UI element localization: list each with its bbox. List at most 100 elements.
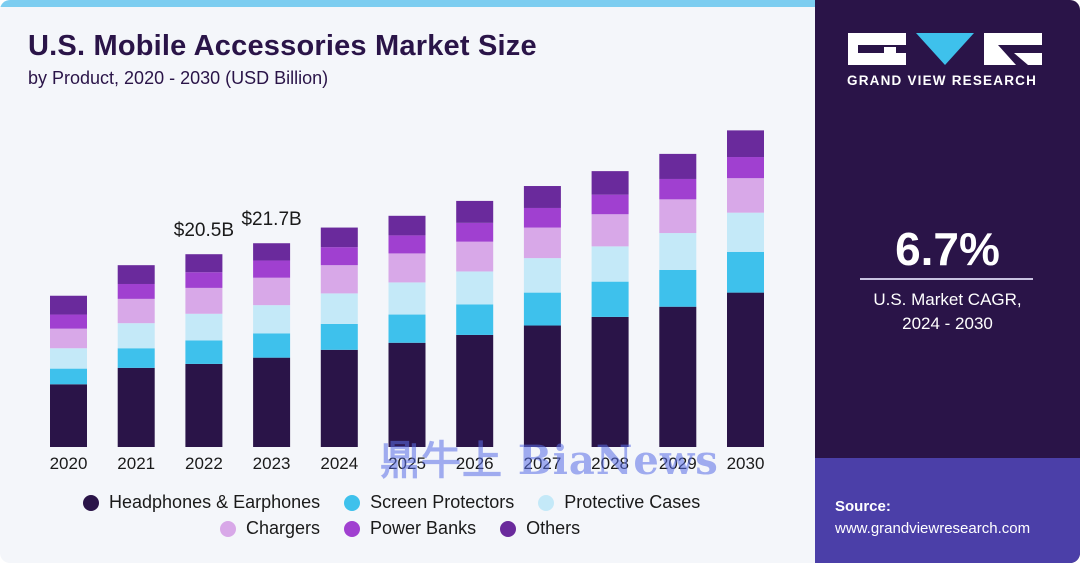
bar-segment-2030-3 (727, 178, 764, 213)
bar-segment-2026-3 (456, 241, 494, 272)
bar-segment-2029-4 (659, 178, 697, 200)
x-tick-label: 2025 (388, 454, 426, 473)
legend-item: Protective Cases (538, 492, 700, 513)
bar-segment-2026-1 (456, 304, 494, 335)
legend-row-2: Chargers Power Banks Others (220, 518, 604, 539)
source-link[interactable]: www.grandviewresearch.com (835, 520, 1031, 537)
x-tick-label: 2020 (50, 454, 88, 473)
stacked-bar-chart: 2020 2021 2022 2023 2024 2025 2026 2027 2028 2029… (50, 130, 765, 473)
legend-swatch (538, 494, 555, 511)
legend-swatch (344, 520, 361, 537)
bar-segment-2021-2 (117, 323, 155, 349)
bar-segment-2020-3 (50, 328, 87, 349)
bar-segment-2024-2 (320, 293, 358, 324)
bar-segment-2028-1 (591, 281, 629, 317)
grand-view-research-logo (848, 33, 1044, 74)
bar-segment-2029-3 (659, 199, 697, 234)
data-label-2022: $20.5B (174, 220, 234, 241)
legend-label: Power Banks (370, 518, 477, 538)
bar-segment-2025-2 (388, 282, 426, 315)
bar-segment-2020-5 (50, 295, 87, 315)
bar-segment-2022-4 (185, 272, 223, 288)
bar-segment-2023-4 (253, 260, 291, 278)
cagr-divider (860, 278, 1033, 280)
bar-segment-2026-0 (456, 334, 494, 447)
legend-item: Screen Protectors (344, 492, 514, 513)
bar-segment-2021-3 (117, 298, 155, 324)
bar-segment-2024-3 (320, 265, 358, 294)
cagr-label-line2: 2024 - 2030 (902, 314, 993, 333)
bar-segment-2020-4 (50, 314, 87, 329)
legend-label: Others (526, 518, 581, 538)
watermark-text: 鼎牛上 BiaNews (380, 437, 719, 484)
bar-segment-2030-4 (727, 157, 764, 179)
bar-segment-2024-0 (320, 349, 358, 447)
bar-segment-2023-5 (253, 243, 291, 261)
bar-segment-2030-5 (727, 130, 764, 158)
bar-segment-2023-1 (253, 333, 291, 358)
bar-segment-2021-4 (117, 283, 155, 299)
legend-item: Chargers (220, 518, 320, 539)
bar-segment-2029-1 (659, 269, 697, 307)
legend-swatch (344, 494, 361, 511)
x-tick-label: 2023 (253, 454, 291, 473)
bar-segment-2027-0 (523, 325, 561, 447)
x-tick-label: 2026 (456, 454, 494, 473)
legend-swatch (83, 494, 99, 511)
bar-segment-2030-0 (727, 292, 764, 447)
sidebar-panel: GRAND VIEW RESEARCH 6.7% U.S. Market CAG… (815, 0, 1080, 563)
bar-segment-2025-3 (388, 253, 426, 283)
bar-segment-2025-4 (388, 235, 426, 254)
legend-item: Others (500, 518, 580, 539)
legend-row-1: Headphones & Earphones Screen Protectors P… (83, 492, 724, 513)
x-tick-label: 2021 (117, 454, 155, 473)
bar-segment-2026-4 (456, 222, 494, 242)
bar-segment-2026-5 (456, 200, 494, 223)
cagr-label-line1: U.S. Market CAGR, (873, 290, 1022, 309)
source-panel: Source: www.grandviewresearch.com (815, 458, 1080, 563)
bar-segment-2025-0 (388, 342, 426, 447)
bar-segment-2020-0 (50, 384, 87, 447)
cagr-label: U.S. Market CAGR, 2024 - 2030 (815, 288, 1080, 336)
bar-segment-2029-0 (659, 306, 697, 447)
bar-segment-2021-0 (117, 367, 155, 447)
bar-segment-2027-3 (523, 227, 561, 259)
cagr-value: 6.7% (895, 223, 1000, 275)
x-tick-label: 2028 (591, 454, 629, 473)
bar-segment-2021-1 (117, 348, 155, 368)
source-label: Source: (835, 498, 891, 515)
bar-segment-2029-5 (659, 153, 697, 179)
top-accent-line (0, 0, 815, 7)
bar-segment-2027-4 (523, 207, 561, 228)
bar-segment-2023-0 (253, 357, 291, 447)
bar-segment-2021-5 (117, 265, 155, 284)
bar-segment-2030-2 (727, 212, 764, 252)
brand-name: GRAND VIEW RESEARCH (847, 73, 1038, 88)
legend-label: Protective Cases (564, 492, 701, 512)
data-label-2023: $21.7B (241, 209, 301, 230)
bar-segment-2027-1 (523, 292, 561, 326)
bar-segment-2028-2 (591, 246, 629, 282)
bar-segment-2022-2 (185, 313, 223, 341)
bar-segment-2025-5 (388, 215, 426, 236)
bar-segment-2027-5 (523, 186, 561, 208)
bar-segment-2029-2 (659, 233, 697, 270)
bar-segment-2028-0 (591, 316, 629, 447)
x-tick-label: 2030 (727, 454, 765, 473)
bar-segment-2028-3 (591, 214, 629, 247)
x-tick-label: 2022 (185, 454, 223, 473)
bar-segment-2028-4 (591, 194, 629, 215)
x-tick-label: 2027 (523, 454, 561, 473)
bar-segment-2020-1 (50, 368, 87, 385)
legend-swatch (220, 520, 236, 537)
legend-label: Screen Protectors (370, 492, 515, 512)
bar-segment-2026-2 (456, 271, 494, 305)
x-tick-label: 2024 (320, 454, 358, 473)
bar-segment-2022-5 (185, 254, 223, 273)
bar-segment-2027-2 (523, 258, 561, 293)
bar-segment-2022-1 (185, 340, 223, 364)
chart-subtitle: by Product, 2020 - 2030 (USD Billion) (28, 68, 329, 88)
legend-label: Chargers (246, 518, 321, 538)
bar-segment-2024-5 (320, 227, 358, 248)
